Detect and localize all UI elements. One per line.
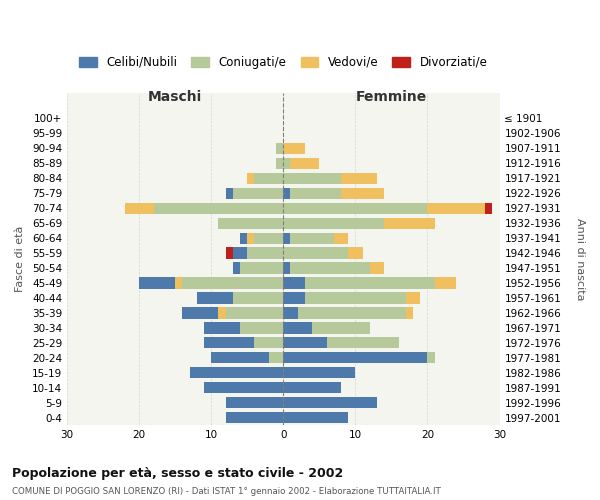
Bar bbox=[370, 262, 384, 274]
Bar bbox=[247, 232, 254, 243]
Bar bbox=[226, 397, 283, 408]
Bar bbox=[247, 248, 283, 258]
Bar bbox=[427, 202, 485, 214]
Bar bbox=[334, 232, 348, 243]
Bar bbox=[233, 248, 247, 258]
Bar bbox=[384, 218, 434, 229]
Bar bbox=[226, 412, 283, 424]
Bar bbox=[406, 308, 413, 318]
Bar bbox=[254, 232, 283, 243]
Bar bbox=[427, 352, 434, 364]
Bar bbox=[226, 188, 233, 199]
Bar bbox=[204, 322, 240, 334]
Text: Maschi: Maschi bbox=[148, 90, 202, 104]
Bar bbox=[283, 232, 290, 243]
Bar bbox=[233, 188, 283, 199]
Bar bbox=[226, 308, 283, 318]
Bar bbox=[240, 262, 283, 274]
Bar bbox=[283, 218, 384, 229]
Bar bbox=[283, 158, 290, 169]
Bar bbox=[283, 352, 427, 364]
Bar bbox=[283, 172, 341, 184]
Bar bbox=[269, 352, 283, 364]
Bar bbox=[190, 367, 283, 378]
Text: COMUNE DI POGGIO SAN LORENZO (RI) - Dati ISTAT 1° gennaio 2002 - Elaborazione TU: COMUNE DI POGGIO SAN LORENZO (RI) - Dati… bbox=[12, 488, 441, 496]
Bar bbox=[233, 292, 283, 304]
Bar bbox=[154, 202, 283, 214]
Bar bbox=[283, 292, 305, 304]
Bar bbox=[283, 248, 348, 258]
Bar bbox=[211, 352, 269, 364]
Bar bbox=[341, 172, 377, 184]
Bar bbox=[283, 188, 290, 199]
Text: Femmine: Femmine bbox=[356, 90, 427, 104]
Bar bbox=[434, 278, 456, 288]
Bar bbox=[240, 232, 247, 243]
Bar bbox=[290, 188, 341, 199]
Bar bbox=[218, 308, 226, 318]
Y-axis label: Fasce di età: Fasce di età bbox=[15, 226, 25, 292]
Y-axis label: Anni di nascita: Anni di nascita bbox=[575, 218, 585, 300]
Bar bbox=[204, 337, 254, 348]
Bar bbox=[341, 188, 384, 199]
Bar bbox=[312, 322, 370, 334]
Bar bbox=[283, 262, 290, 274]
Bar bbox=[254, 337, 283, 348]
Bar bbox=[283, 278, 305, 288]
Bar bbox=[226, 248, 233, 258]
Bar bbox=[305, 292, 406, 304]
Bar bbox=[326, 337, 398, 348]
Bar bbox=[283, 367, 355, 378]
Bar bbox=[182, 308, 218, 318]
Bar bbox=[290, 232, 334, 243]
Bar bbox=[175, 278, 182, 288]
Bar bbox=[276, 158, 283, 169]
Legend: Celibi/Nubili, Coniugati/e, Vedovi/e, Divorziati/e: Celibi/Nubili, Coniugati/e, Vedovi/e, Di… bbox=[76, 52, 491, 72]
Bar bbox=[298, 308, 406, 318]
Bar bbox=[125, 202, 154, 214]
Bar bbox=[485, 202, 492, 214]
Bar bbox=[305, 278, 434, 288]
Bar bbox=[406, 292, 420, 304]
Bar bbox=[283, 202, 427, 214]
Bar bbox=[283, 337, 326, 348]
Bar bbox=[283, 412, 348, 424]
Bar bbox=[283, 142, 305, 154]
Bar bbox=[276, 142, 283, 154]
Bar bbox=[290, 262, 370, 274]
Bar bbox=[254, 172, 283, 184]
Bar bbox=[197, 292, 233, 304]
Bar bbox=[283, 397, 377, 408]
Bar bbox=[283, 382, 341, 394]
Bar bbox=[348, 248, 362, 258]
Bar bbox=[182, 278, 283, 288]
Text: Popolazione per età, sesso e stato civile - 2002: Popolazione per età, sesso e stato civil… bbox=[12, 468, 343, 480]
Bar bbox=[240, 322, 283, 334]
Bar bbox=[204, 382, 283, 394]
Bar bbox=[233, 262, 240, 274]
Bar bbox=[283, 308, 298, 318]
Bar bbox=[139, 278, 175, 288]
Bar bbox=[290, 158, 319, 169]
Bar bbox=[218, 218, 283, 229]
Bar bbox=[283, 322, 312, 334]
Bar bbox=[247, 172, 254, 184]
